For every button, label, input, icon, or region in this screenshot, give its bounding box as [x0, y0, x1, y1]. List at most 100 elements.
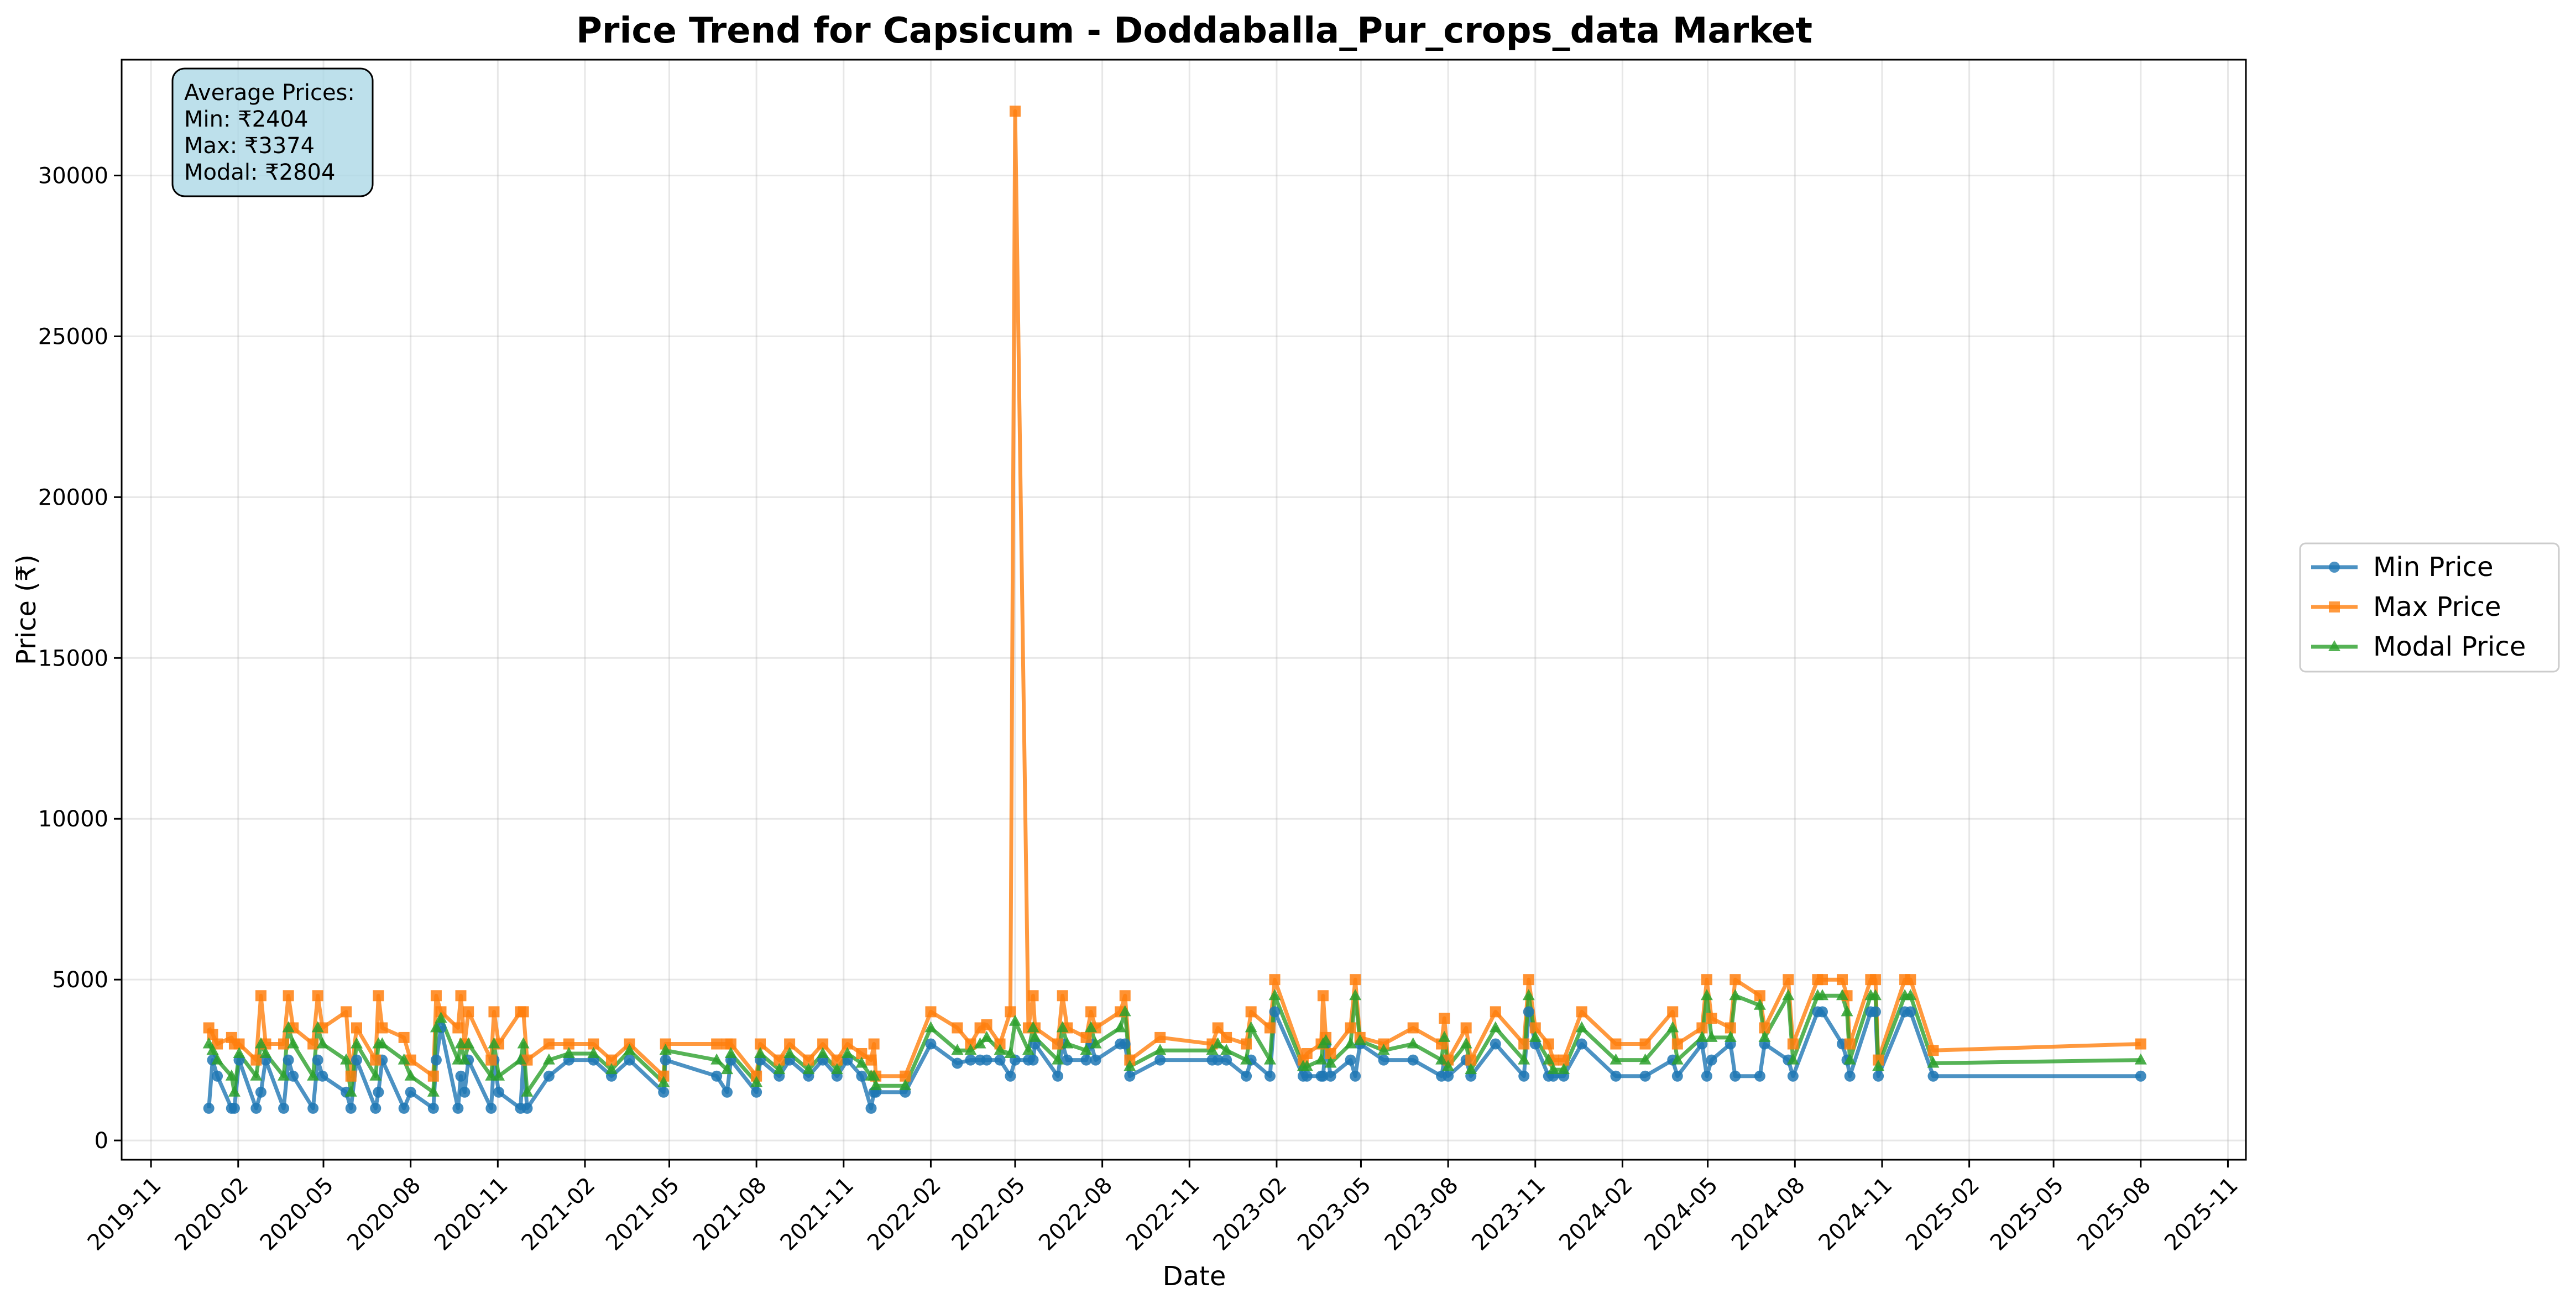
data-point-modal-price [1315, 1053, 1328, 1065]
data-point-min-price [317, 1070, 328, 1082]
data-point-modal-price [750, 1076, 763, 1087]
data-point-min-price [312, 1054, 323, 1066]
data-point-modal-price [994, 1044, 1006, 1055]
data-point-modal-price [1696, 1030, 1708, 1042]
data-point-max-price [1350, 974, 1361, 986]
data-point-modal-price [316, 1037, 329, 1049]
data-point-modal-price [282, 1021, 295, 1033]
data-point-modal-price [278, 1069, 290, 1081]
data-point-modal-price [841, 1046, 854, 1058]
chart-title: Price Trend for Capsicum - Doddaballa_Pu… [576, 11, 1812, 51]
data-point-modal-price [340, 1053, 353, 1065]
data-point-modal-price [605, 1063, 618, 1075]
data-point-min-price [370, 1102, 382, 1114]
data-point-max-price [803, 1054, 814, 1066]
data-point-min-price [1119, 1038, 1131, 1050]
data-point-min-price [658, 1086, 670, 1098]
data-point-modal-price [802, 1063, 815, 1075]
data-point-modal-price [710, 1053, 723, 1065]
data-point-modal-price [1489, 1021, 1502, 1033]
data-point-max-price [1027, 990, 1039, 1002]
data-point-min-price [203, 1102, 215, 1114]
data-point-modal-price [817, 1046, 829, 1058]
data-point-min-price [1005, 1070, 1016, 1082]
data-point-max-price [774, 1054, 785, 1066]
legend-label-max-price: Max Price [2373, 591, 2501, 622]
data-point-min-price [373, 1086, 384, 1098]
data-point-max-price [1269, 974, 1281, 986]
data-point-max-price [278, 1038, 290, 1050]
data-point-max-price [1836, 974, 1848, 986]
data-point-max-price [1119, 990, 1131, 1002]
data-point-modal-price [225, 1069, 238, 1081]
data-point-modal-price [964, 1044, 977, 1055]
data-point-max-price [398, 1032, 410, 1043]
data-point-min-price [1062, 1054, 1073, 1066]
data-point-modal-price [211, 1053, 224, 1065]
data-point-modal-price [1009, 1014, 1021, 1026]
data-point-modal-price [924, 1021, 937, 1033]
average-prices-box: Average Prices: Min: ₹2404 Max: ₹3374 Mo… [171, 67, 374, 197]
data-point-max-price [1439, 1012, 1450, 1024]
data-point-max-price [307, 1038, 319, 1050]
data-point-modal-price [1816, 989, 1828, 1001]
data-point-min-price [345, 1102, 357, 1114]
data-point-min-price [455, 1070, 467, 1082]
average-max-price: Max: ₹3374 [184, 133, 315, 159]
data-point-max-price [865, 1054, 877, 1066]
data-point-modal-price [1438, 1030, 1451, 1042]
data-point-modal-price [1518, 1053, 1530, 1065]
data-point-min-price [1787, 1070, 1799, 1082]
data-point-max-price [1154, 1032, 1166, 1043]
data-point-max-price [1639, 1038, 1651, 1050]
data-point-modal-price [344, 1085, 357, 1097]
data-point-max-price [207, 1029, 218, 1040]
data-point-max-price [588, 1038, 599, 1050]
data-point-max-price [485, 1054, 497, 1066]
data-point-modal-price [1610, 1053, 1622, 1065]
data-point-max-price [1325, 1048, 1336, 1059]
data-point-min-price [1443, 1070, 1454, 1082]
data-point-max-price [1212, 1022, 1224, 1034]
data-point-modal-price [1639, 1053, 1652, 1065]
data-point-modal-price [350, 1037, 363, 1049]
data-point-max-price [1816, 974, 1828, 986]
data-point-min-price [1671, 1070, 1683, 1082]
data-point-modal-price [951, 1044, 964, 1055]
data-point-max-price [427, 1070, 439, 1082]
y-tick-label: 5000 [52, 967, 108, 993]
data-point-min-price [398, 1102, 410, 1114]
data-point-modal-price [754, 1046, 766, 1058]
data-point-min-price [1518, 1070, 1530, 1082]
data-point-modal-price [1085, 1021, 1098, 1033]
data-point-modal-price [1786, 1053, 1799, 1065]
data-point-min-price [485, 1102, 497, 1114]
data-point-max-price [488, 1006, 500, 1018]
legend: Min Price Max Price Modal Price [2299, 542, 2560, 673]
data-point-modal-price [1843, 1053, 1856, 1065]
data-point-modal-price [1354, 1034, 1366, 1045]
data-point-modal-price [1263, 1053, 1276, 1065]
data-point-modal-price [1028, 1030, 1041, 1042]
data-point-modal-price [1119, 1005, 1131, 1017]
data-point-max-price [430, 990, 442, 1002]
data-point-max-price [1529, 1022, 1541, 1034]
data-point-min-price [2135, 1070, 2146, 1082]
data-point-min-price [1301, 1070, 1313, 1082]
data-point-max-price [543, 1038, 555, 1050]
data-point-modal-price [1542, 1053, 1555, 1065]
data-point-min-price [856, 1070, 868, 1082]
data-point-modal-price [1558, 1063, 1570, 1075]
data-point-max-price [1052, 1038, 1064, 1050]
data-point-min-price [1221, 1054, 1232, 1066]
data-point-min-price [1927, 1070, 1939, 1082]
data-point-min-price [1052, 1070, 1064, 1082]
data-point-min-price [722, 1086, 733, 1098]
data-point-min-price [351, 1054, 362, 1066]
data-point-max-price [1576, 1006, 1587, 1018]
data-point-modal-price [521, 1085, 534, 1097]
data-point-max-price [1241, 1038, 1252, 1050]
data-point-max-price [925, 1006, 937, 1018]
data-point-max-price [981, 1019, 992, 1030]
